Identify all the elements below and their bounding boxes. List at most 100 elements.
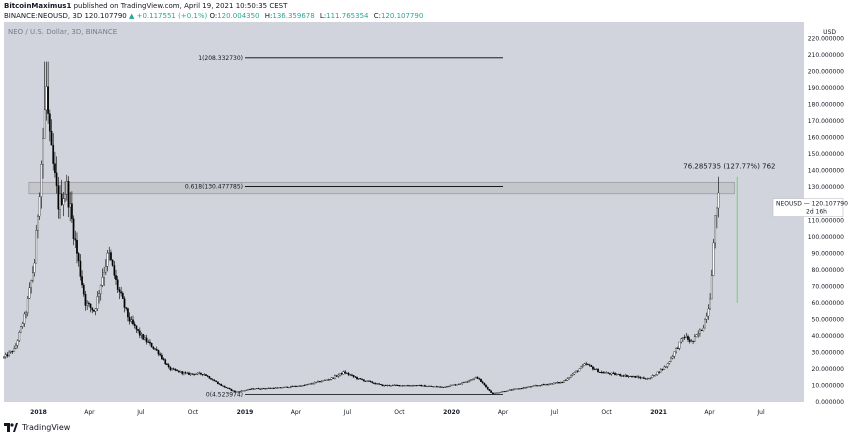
- candle-body: [705, 315, 708, 320]
- publisher-name[interactable]: BitcoinMaximus1: [4, 2, 72, 10]
- plot-area[interactable]: [4, 22, 804, 402]
- candle-body: [145, 337, 148, 343]
- price-tick-label: 60.000000: [812, 300, 845, 307]
- candle-body: [140, 334, 143, 336]
- candle-body: [89, 303, 92, 308]
- time-tick-label: Oct: [601, 409, 612, 416]
- candle-body: [88, 302, 90, 305]
- candle-body: [532, 385, 535, 387]
- candle-body: [259, 388, 262, 390]
- candle-body: [172, 368, 175, 370]
- candle-body: [458, 384, 460, 385]
- candle-body: [11, 350, 14, 352]
- candle-body: [700, 329, 703, 331]
- candle-body: [471, 379, 474, 381]
- time-tick-label: 2020: [443, 409, 460, 416]
- price-axis[interactable]: [805, 22, 850, 420]
- resistance-zone[interactable]: [28, 181, 735, 195]
- candle-body: [593, 368, 596, 370]
- fibonacci-levels[interactable]: 1(208.332730) 0.618(130.477785) 0(4.523974…: [185, 55, 504, 399]
- candle-body: [123, 298, 126, 308]
- candle-body: [206, 375, 209, 377]
- candle-body: [351, 374, 353, 376]
- candle-body: [648, 378, 650, 380]
- candle-body: [534, 385, 537, 387]
- footer: TradingView: [4, 423, 70, 432]
- candle-body: [456, 384, 459, 386]
- candle-body: [144, 337, 146, 340]
- candle-body: [461, 382, 464, 384]
- candle-body: [261, 387, 263, 390]
- price-chart[interactable]: NEO / U.S. Dollar, 3D, BINANCE 1(208.332…: [0, 22, 850, 420]
- candle-body: [636, 376, 638, 378]
- candle-body: [539, 385, 542, 387]
- candle-body: [541, 384, 543, 386]
- candle-body: [432, 386, 435, 388]
- candle-body: [211, 379, 214, 381]
- candle-body: [603, 372, 606, 374]
- candle-body: [128, 316, 131, 322]
- candle-body: [86, 302, 89, 306]
- candle-body: [52, 144, 55, 164]
- candle-body: [271, 387, 274, 389]
- candle-body: [668, 361, 671, 364]
- candle-body: [35, 230, 38, 264]
- candle-body: [702, 327, 705, 331]
- candle-body: [656, 371, 659, 375]
- candle-body: [588, 364, 591, 366]
- candle-body: [38, 196, 41, 217]
- candle-body: [502, 391, 504, 393]
- candle-body: [81, 276, 83, 286]
- candle-body: [629, 376, 632, 378]
- candle-body: [98, 293, 100, 297]
- candle-body: [189, 373, 192, 375]
- candle-body: [225, 387, 228, 389]
- candle-body: [217, 381, 219, 385]
- candle-body: [464, 381, 467, 383]
- candle-body: [379, 384, 382, 385]
- candle-body: [40, 164, 43, 197]
- fib-level-label: 1(208.332730): [198, 55, 243, 62]
- candle-body: [449, 385, 452, 387]
- time-tick-label: Jul: [136, 409, 145, 416]
- candle-body: [320, 381, 323, 383]
- candle-body: [115, 275, 117, 280]
- price-axis-unit: USD: [823, 29, 836, 36]
- candle-body: [247, 389, 250, 391]
- candle-body: [20, 326, 22, 333]
- candle-body: [485, 384, 487, 388]
- candle-body: [67, 181, 70, 208]
- candle-body: [179, 371, 182, 373]
- candle-body: [312, 383, 314, 385]
- candle-body: [665, 366, 667, 368]
- candle-body: [488, 389, 491, 391]
- candle-body: [437, 386, 440, 388]
- price-tick-label: 40.000000: [812, 333, 845, 340]
- candle-body: [536, 385, 538, 387]
- measure-tool[interactable]: 76.285735 (127.77%) 762: [683, 163, 776, 303]
- footer-brand[interactable]: TradingView: [22, 423, 71, 432]
- candle-body: [9, 350, 12, 353]
- candle-body: [201, 373, 204, 375]
- candle-body: [283, 386, 285, 388]
- candle-body: [337, 374, 340, 377]
- candle-body: [520, 388, 523, 390]
- candle-body: [218, 383, 221, 385]
- candle-body: [578, 368, 581, 372]
- candle-body: [135, 325, 138, 330]
- candle-body: [473, 377, 476, 380]
- candle-body: [710, 275, 713, 300]
- candle-body: [405, 385, 408, 387]
- candle-body: [155, 349, 158, 351]
- candle-body: [497, 392, 499, 394]
- candle-body: [673, 351, 676, 357]
- candle-body: [525, 387, 528, 388]
- candle-body: [620, 375, 623, 377]
- candle-body: [542, 384, 545, 386]
- candle-body: [653, 375, 655, 377]
- candle-body: [318, 381, 321, 383]
- candle-body: [573, 372, 576, 375]
- candle-body: [398, 385, 401, 387]
- candle-body: [598, 371, 601, 373]
- candle-body: [522, 387, 525, 389]
